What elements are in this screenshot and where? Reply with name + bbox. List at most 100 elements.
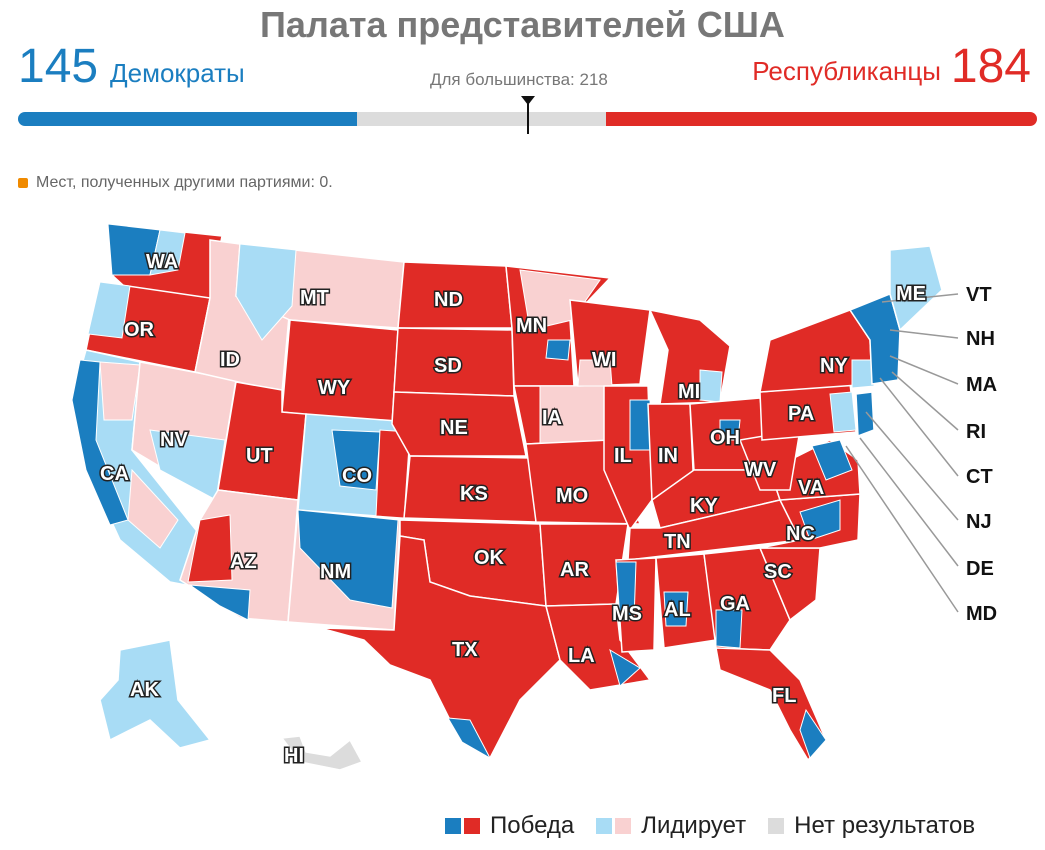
state-nj[interactable] bbox=[855, 391, 875, 438]
state-label-ny: NY bbox=[820, 355, 848, 377]
rep-party-label: Республиканцы bbox=[752, 56, 941, 86]
side-label-ri: RI bbox=[966, 421, 986, 443]
state-tx-dem-south bbox=[447, 717, 492, 760]
rep-seat-count: 184 bbox=[950, 40, 1031, 93]
majority-label: Для большинства: 218 bbox=[430, 70, 608, 89]
legend-win-label: Победа bbox=[490, 812, 575, 839]
state-label-al: AL bbox=[664, 599, 691, 621]
map-legend: Победа Лидирует Нет результатов bbox=[445, 812, 997, 840]
state-mt-lead-west bbox=[235, 243, 297, 341]
state-label-wv: WV bbox=[744, 459, 777, 481]
state-ca-rep-south bbox=[127, 468, 179, 549]
state-la-dem bbox=[609, 648, 641, 687]
state-label-ut: UT bbox=[246, 445, 273, 467]
state-label-tx: TX bbox=[452, 639, 478, 661]
side-label-vt: VT bbox=[966, 284, 992, 306]
state-label-wa: WA bbox=[146, 251, 178, 273]
legend-lead-label: Лидирует bbox=[641, 812, 747, 839]
state-fl[interactable] bbox=[715, 647, 827, 762]
majority-marker-arrow-icon bbox=[521, 96, 535, 105]
us-house-map: WA OR CA NV ID MT WY UT AZ CO NM ND SD N… bbox=[71, 223, 997, 771]
state-label-ca: CA bbox=[100, 463, 129, 485]
state-hi[interactable] bbox=[280, 735, 364, 771]
state-label-oh: OH bbox=[710, 427, 740, 449]
state-co-dem-center bbox=[331, 429, 381, 491]
state-label-il: IL bbox=[614, 445, 632, 467]
state-label-nm: NM bbox=[320, 561, 351, 583]
state-label-fl: FL bbox=[772, 685, 796, 707]
state-mi-dem bbox=[699, 369, 723, 403]
state-nm-dem-north bbox=[297, 509, 399, 609]
state-me[interactable] bbox=[889, 245, 943, 332]
state-wy[interactable] bbox=[281, 319, 399, 425]
state-label-pa: PA bbox=[788, 403, 814, 425]
state-label-az: AZ bbox=[230, 551, 257, 573]
side-label-ma: MA bbox=[966, 374, 997, 396]
state-label-or: OR bbox=[124, 319, 155, 341]
state-label-ia: IA bbox=[542, 407, 562, 429]
state-pa-lead bbox=[829, 391, 857, 433]
state-ak[interactable] bbox=[99, 639, 212, 749]
state-va-dem bbox=[811, 439, 853, 481]
side-leader-lines bbox=[845, 293, 959, 613]
state-label-sc: SC bbox=[764, 561, 792, 583]
state-wa-lead-east bbox=[149, 229, 186, 276]
state-label-tn: TN bbox=[664, 531, 691, 553]
state-label-hi: HI bbox=[284, 745, 304, 767]
legend-dem-win-swatch bbox=[445, 818, 461, 834]
side-label-nj: NJ bbox=[966, 511, 992, 533]
other-party-swatch bbox=[18, 178, 28, 188]
dem-party-label: Демократы bbox=[110, 58, 245, 88]
state-label-me: ME bbox=[896, 283, 926, 305]
legend-none: Нет результатов bbox=[768, 812, 975, 840]
state-label-va: VA bbox=[798, 477, 824, 499]
state-label-ks: KS bbox=[460, 483, 488, 505]
state-label-la: LA bbox=[568, 645, 595, 667]
state-ms-dem bbox=[615, 561, 637, 621]
state-label-ar: AR bbox=[560, 559, 589, 581]
other-parties-text: Мест, полученных другими партиями: 0. bbox=[36, 174, 333, 191]
majority-marker-line bbox=[527, 96, 529, 134]
state-mn-dem-metro bbox=[545, 339, 571, 361]
state-label-mi: MI bbox=[678, 381, 700, 403]
legend-win: Победа bbox=[445, 812, 574, 840]
state-label-ok: OK bbox=[474, 547, 505, 569]
legend-no-result-swatch bbox=[768, 818, 785, 834]
state-al-dem bbox=[663, 591, 689, 627]
side-label-md: MD bbox=[966, 603, 997, 625]
legend-rep-win-swatch bbox=[464, 818, 480, 834]
state-label-mn: MN bbox=[516, 315, 547, 337]
state-oh-dem bbox=[719, 419, 741, 441]
state-label-sd: SD bbox=[434, 355, 462, 377]
dem-seat-count: 145 bbox=[18, 40, 99, 93]
state-label-ne: NE bbox=[440, 417, 468, 439]
state-ca-dem-coast bbox=[71, 359, 129, 526]
state-label-in: IN bbox=[658, 445, 678, 467]
state-ne[interactable] bbox=[391, 391, 527, 457]
state-az-dem-south bbox=[188, 584, 251, 621]
state-ny-dem bbox=[851, 359, 875, 389]
state-label-ak: AK bbox=[130, 679, 159, 701]
state-ca-rep-north bbox=[99, 361, 141, 421]
side-label-ct: CT bbox=[966, 466, 993, 488]
side-label-de: DE bbox=[966, 558, 994, 580]
state-or-dem-coast bbox=[87, 281, 131, 339]
legend-lead: Лидирует bbox=[596, 812, 746, 840]
state-label-id: ID bbox=[220, 349, 240, 371]
state-label-nc: NC bbox=[786, 523, 815, 545]
state-label-ga: GA bbox=[720, 593, 750, 615]
dem-seats-bar bbox=[18, 112, 357, 126]
state-label-wi: WI bbox=[592, 349, 616, 371]
state-label-nv: NV bbox=[160, 429, 188, 451]
state-label-co: CO bbox=[342, 465, 372, 487]
state-az-rep-west bbox=[187, 514, 233, 583]
page-title: Палата представителей США bbox=[260, 4, 785, 45]
state-label-mt: MT bbox=[300, 287, 329, 309]
state-ga-dem bbox=[715, 609, 743, 649]
rep-seats-bar bbox=[606, 112, 1037, 126]
state-label-ky: KY bbox=[690, 495, 718, 517]
legend-rep-lead-swatch bbox=[615, 818, 632, 834]
state-label-ms: MS bbox=[612, 603, 642, 625]
undecided-seats-bar bbox=[357, 112, 606, 126]
state-nc-dem bbox=[799, 499, 841, 541]
